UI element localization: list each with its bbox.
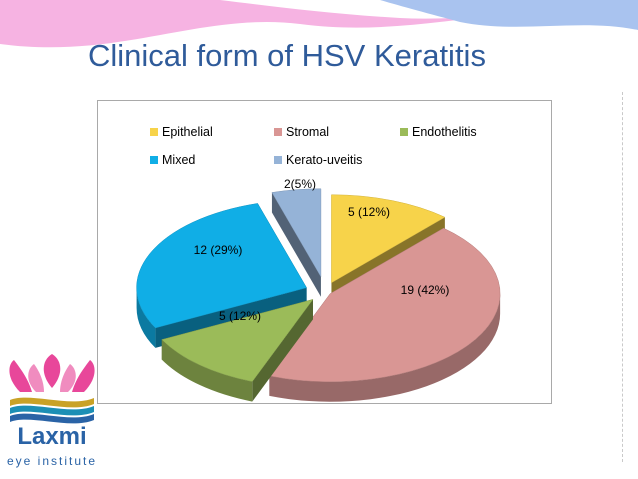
legend-label: Kerato-uveitis bbox=[286, 153, 363, 167]
lotus-petal-center bbox=[43, 354, 61, 388]
pie-slice-wall bbox=[271, 192, 321, 297]
laxmi-logo bbox=[9, 354, 95, 424]
lotus-petal-left bbox=[9, 360, 33, 392]
legend-label: Endothelitis bbox=[412, 125, 477, 139]
logo-tagline: eye institute bbox=[6, 454, 98, 468]
legend-label: Stromal bbox=[286, 125, 330, 139]
lotus-petal-inner-right bbox=[60, 364, 76, 392]
pie-slice-side bbox=[136, 287, 156, 348]
legend-swatch bbox=[274, 128, 282, 136]
data-label: 12 (29%) bbox=[194, 243, 243, 257]
header-banner bbox=[0, 0, 638, 48]
legend-swatch bbox=[274, 156, 282, 164]
legend-item: Endothelitis bbox=[400, 125, 477, 139]
pie-slice-kerato-uveitis bbox=[271, 188, 322, 297]
logo-wave-blue bbox=[10, 413, 94, 424]
data-label: 5 (12%) bbox=[348, 205, 390, 219]
banner-wave-blue bbox=[380, 0, 638, 30]
pie-slice-side bbox=[269, 293, 501, 402]
slide-title: Clinical form of HSV Keratitis bbox=[88, 38, 486, 73]
data-label: 5 (12%) bbox=[219, 309, 261, 323]
logo-name: Laxmi bbox=[17, 423, 87, 450]
pie-slice-top bbox=[136, 203, 307, 329]
pie-slice-top bbox=[331, 194, 446, 284]
pie-slice-top bbox=[161, 298, 314, 382]
legend-swatch bbox=[150, 156, 158, 164]
data-label: 19 (42%) bbox=[401, 283, 450, 297]
pie-slice-endothelitis bbox=[161, 298, 314, 402]
pie-slice-wall bbox=[252, 299, 313, 402]
legend-item: Mixed bbox=[150, 153, 195, 167]
pie-slice-side bbox=[161, 339, 253, 402]
pie-slice-top bbox=[268, 227, 501, 382]
legend-item: Stromal bbox=[274, 125, 329, 139]
pie-slice-top bbox=[271, 188, 322, 278]
logo-wave-teal bbox=[10, 405, 94, 416]
lotus-petal-right bbox=[72, 360, 95, 392]
pie-slice-stromal bbox=[268, 227, 501, 402]
legend-label: Epithelial bbox=[162, 125, 213, 139]
legend-item: Epithelial bbox=[150, 125, 213, 139]
slide-border-line bbox=[622, 92, 623, 462]
lotus-petal-inner-left bbox=[28, 364, 44, 392]
pie-slice-mixed bbox=[136, 203, 307, 348]
legend-item: Kerato-uveitis bbox=[274, 153, 362, 167]
legend-label: Mixed bbox=[162, 153, 196, 167]
legend-swatch bbox=[400, 128, 408, 136]
legend-swatch bbox=[150, 128, 158, 136]
data-label: 2(5%) bbox=[284, 177, 316, 191]
logo-wave-gold bbox=[10, 397, 94, 408]
